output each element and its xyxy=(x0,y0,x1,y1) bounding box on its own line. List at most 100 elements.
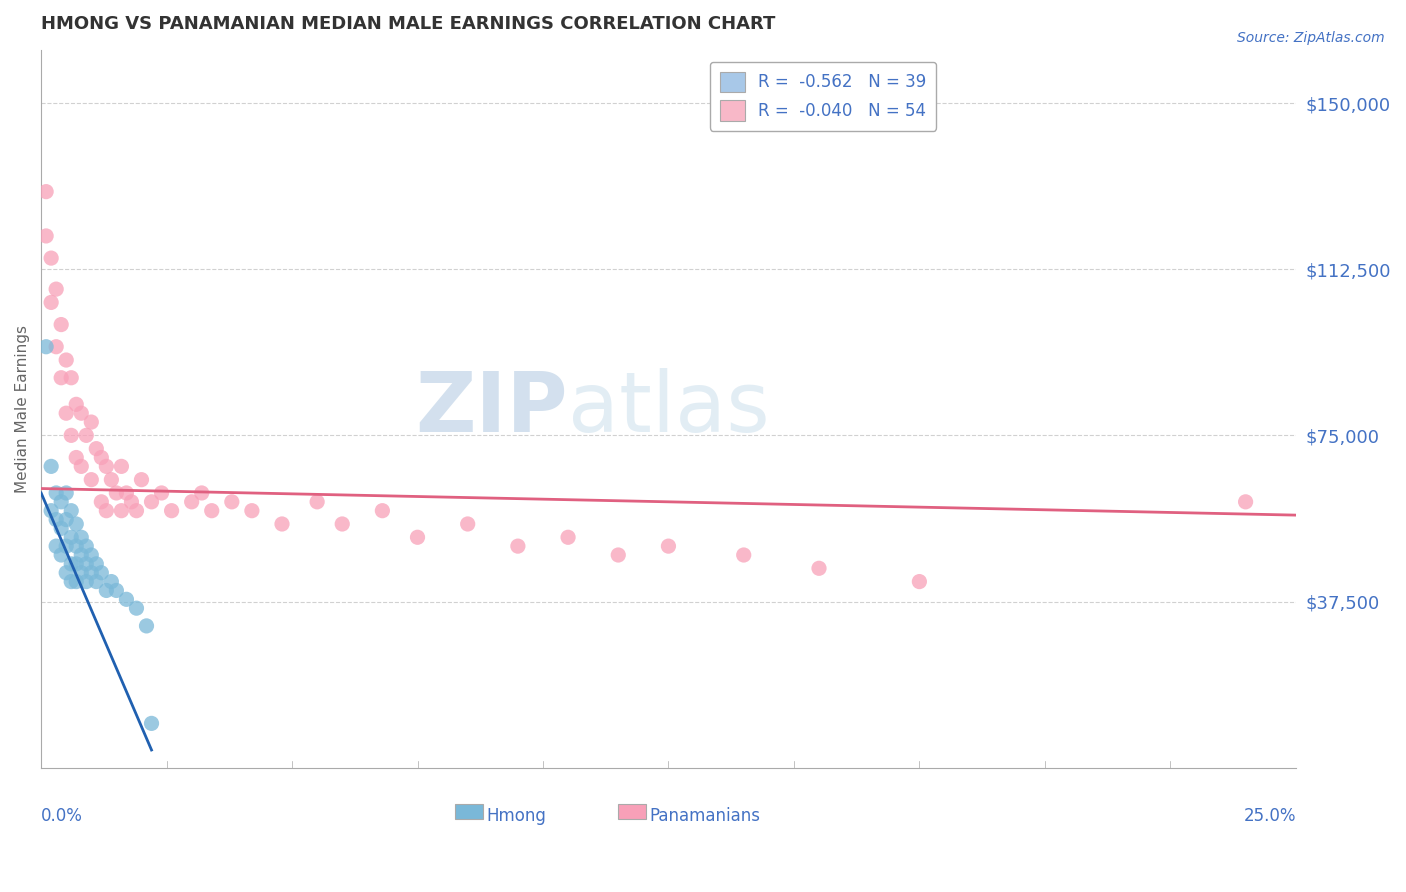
Point xyxy=(100,574,122,589)
Point xyxy=(80,566,103,580)
Point xyxy=(70,406,93,420)
Point xyxy=(201,504,224,518)
Point xyxy=(110,459,132,474)
Point xyxy=(180,495,202,509)
Point xyxy=(65,557,87,571)
Point xyxy=(105,583,128,598)
Point xyxy=(86,557,108,571)
Point xyxy=(240,504,263,518)
Point xyxy=(506,539,529,553)
Point xyxy=(55,566,77,580)
FancyBboxPatch shape xyxy=(619,804,645,820)
Text: 0.0%: 0.0% xyxy=(41,807,83,825)
Point xyxy=(51,495,73,509)
Point xyxy=(60,574,83,589)
Point xyxy=(45,282,67,296)
Point xyxy=(55,512,77,526)
Point xyxy=(150,486,173,500)
Point xyxy=(80,473,103,487)
Point xyxy=(35,229,58,244)
Point xyxy=(141,495,163,509)
Point xyxy=(330,516,353,531)
Point xyxy=(90,495,112,509)
Point xyxy=(70,566,93,580)
Text: ZIP: ZIP xyxy=(416,368,568,450)
Point xyxy=(55,486,77,500)
Point xyxy=(75,557,97,571)
Point xyxy=(65,574,87,589)
Point xyxy=(406,530,429,544)
Point xyxy=(141,716,163,731)
Point xyxy=(65,450,87,465)
Point xyxy=(96,583,118,598)
Point xyxy=(190,486,212,500)
Point xyxy=(457,516,479,531)
Point xyxy=(100,473,122,487)
Point xyxy=(35,340,58,354)
Point xyxy=(60,557,83,571)
Point xyxy=(51,548,73,562)
Point xyxy=(51,318,73,332)
Point xyxy=(60,370,83,384)
Point xyxy=(307,495,329,509)
Point xyxy=(55,406,77,420)
Point xyxy=(70,548,93,562)
Point xyxy=(75,574,97,589)
Point xyxy=(135,619,157,633)
Point xyxy=(75,428,97,442)
Point xyxy=(70,459,93,474)
Text: Hmong: Hmong xyxy=(486,807,547,825)
Point xyxy=(86,574,108,589)
FancyBboxPatch shape xyxy=(456,804,482,820)
Point xyxy=(45,512,67,526)
Text: atlas: atlas xyxy=(568,368,770,450)
Point xyxy=(39,504,62,518)
Point xyxy=(60,504,83,518)
Point xyxy=(90,450,112,465)
Point xyxy=(55,539,77,553)
Point xyxy=(39,295,62,310)
Point xyxy=(51,370,73,384)
Point xyxy=(65,397,87,411)
Point xyxy=(115,486,138,500)
Point xyxy=(96,504,118,518)
Y-axis label: Median Male Earnings: Median Male Earnings xyxy=(15,325,30,492)
Legend: R =  -0.562   N = 39, R =  -0.040   N = 54: R = -0.562 N = 39, R = -0.040 N = 54 xyxy=(710,62,936,131)
Point xyxy=(131,473,153,487)
Point xyxy=(80,548,103,562)
Point xyxy=(908,574,931,589)
Point xyxy=(60,428,83,442)
Point xyxy=(35,185,58,199)
Point xyxy=(45,486,67,500)
Point xyxy=(125,601,148,615)
Point xyxy=(371,504,394,518)
Text: Source: ZipAtlas.com: Source: ZipAtlas.com xyxy=(1237,31,1385,45)
Point xyxy=(110,504,132,518)
Point xyxy=(1234,495,1257,509)
Text: HMONG VS PANAMANIAN MEDIAN MALE EARNINGS CORRELATION CHART: HMONG VS PANAMANIAN MEDIAN MALE EARNINGS… xyxy=(41,15,776,33)
Point xyxy=(125,504,148,518)
Point xyxy=(120,495,142,509)
Point xyxy=(271,516,294,531)
Point xyxy=(65,516,87,531)
Point xyxy=(45,539,67,553)
Point xyxy=(733,548,755,562)
Text: 25.0%: 25.0% xyxy=(1243,807,1296,825)
Point xyxy=(90,566,112,580)
Point xyxy=(51,521,73,535)
Point xyxy=(657,539,679,553)
Point xyxy=(96,459,118,474)
Point xyxy=(60,530,83,544)
Point xyxy=(65,539,87,553)
Point xyxy=(115,592,138,607)
Point xyxy=(557,530,579,544)
Point xyxy=(39,251,62,265)
Point xyxy=(75,539,97,553)
Point xyxy=(86,442,108,456)
Point xyxy=(105,486,128,500)
Point xyxy=(808,561,831,575)
Point xyxy=(45,340,67,354)
Point xyxy=(160,504,183,518)
Point xyxy=(607,548,630,562)
Point xyxy=(70,530,93,544)
